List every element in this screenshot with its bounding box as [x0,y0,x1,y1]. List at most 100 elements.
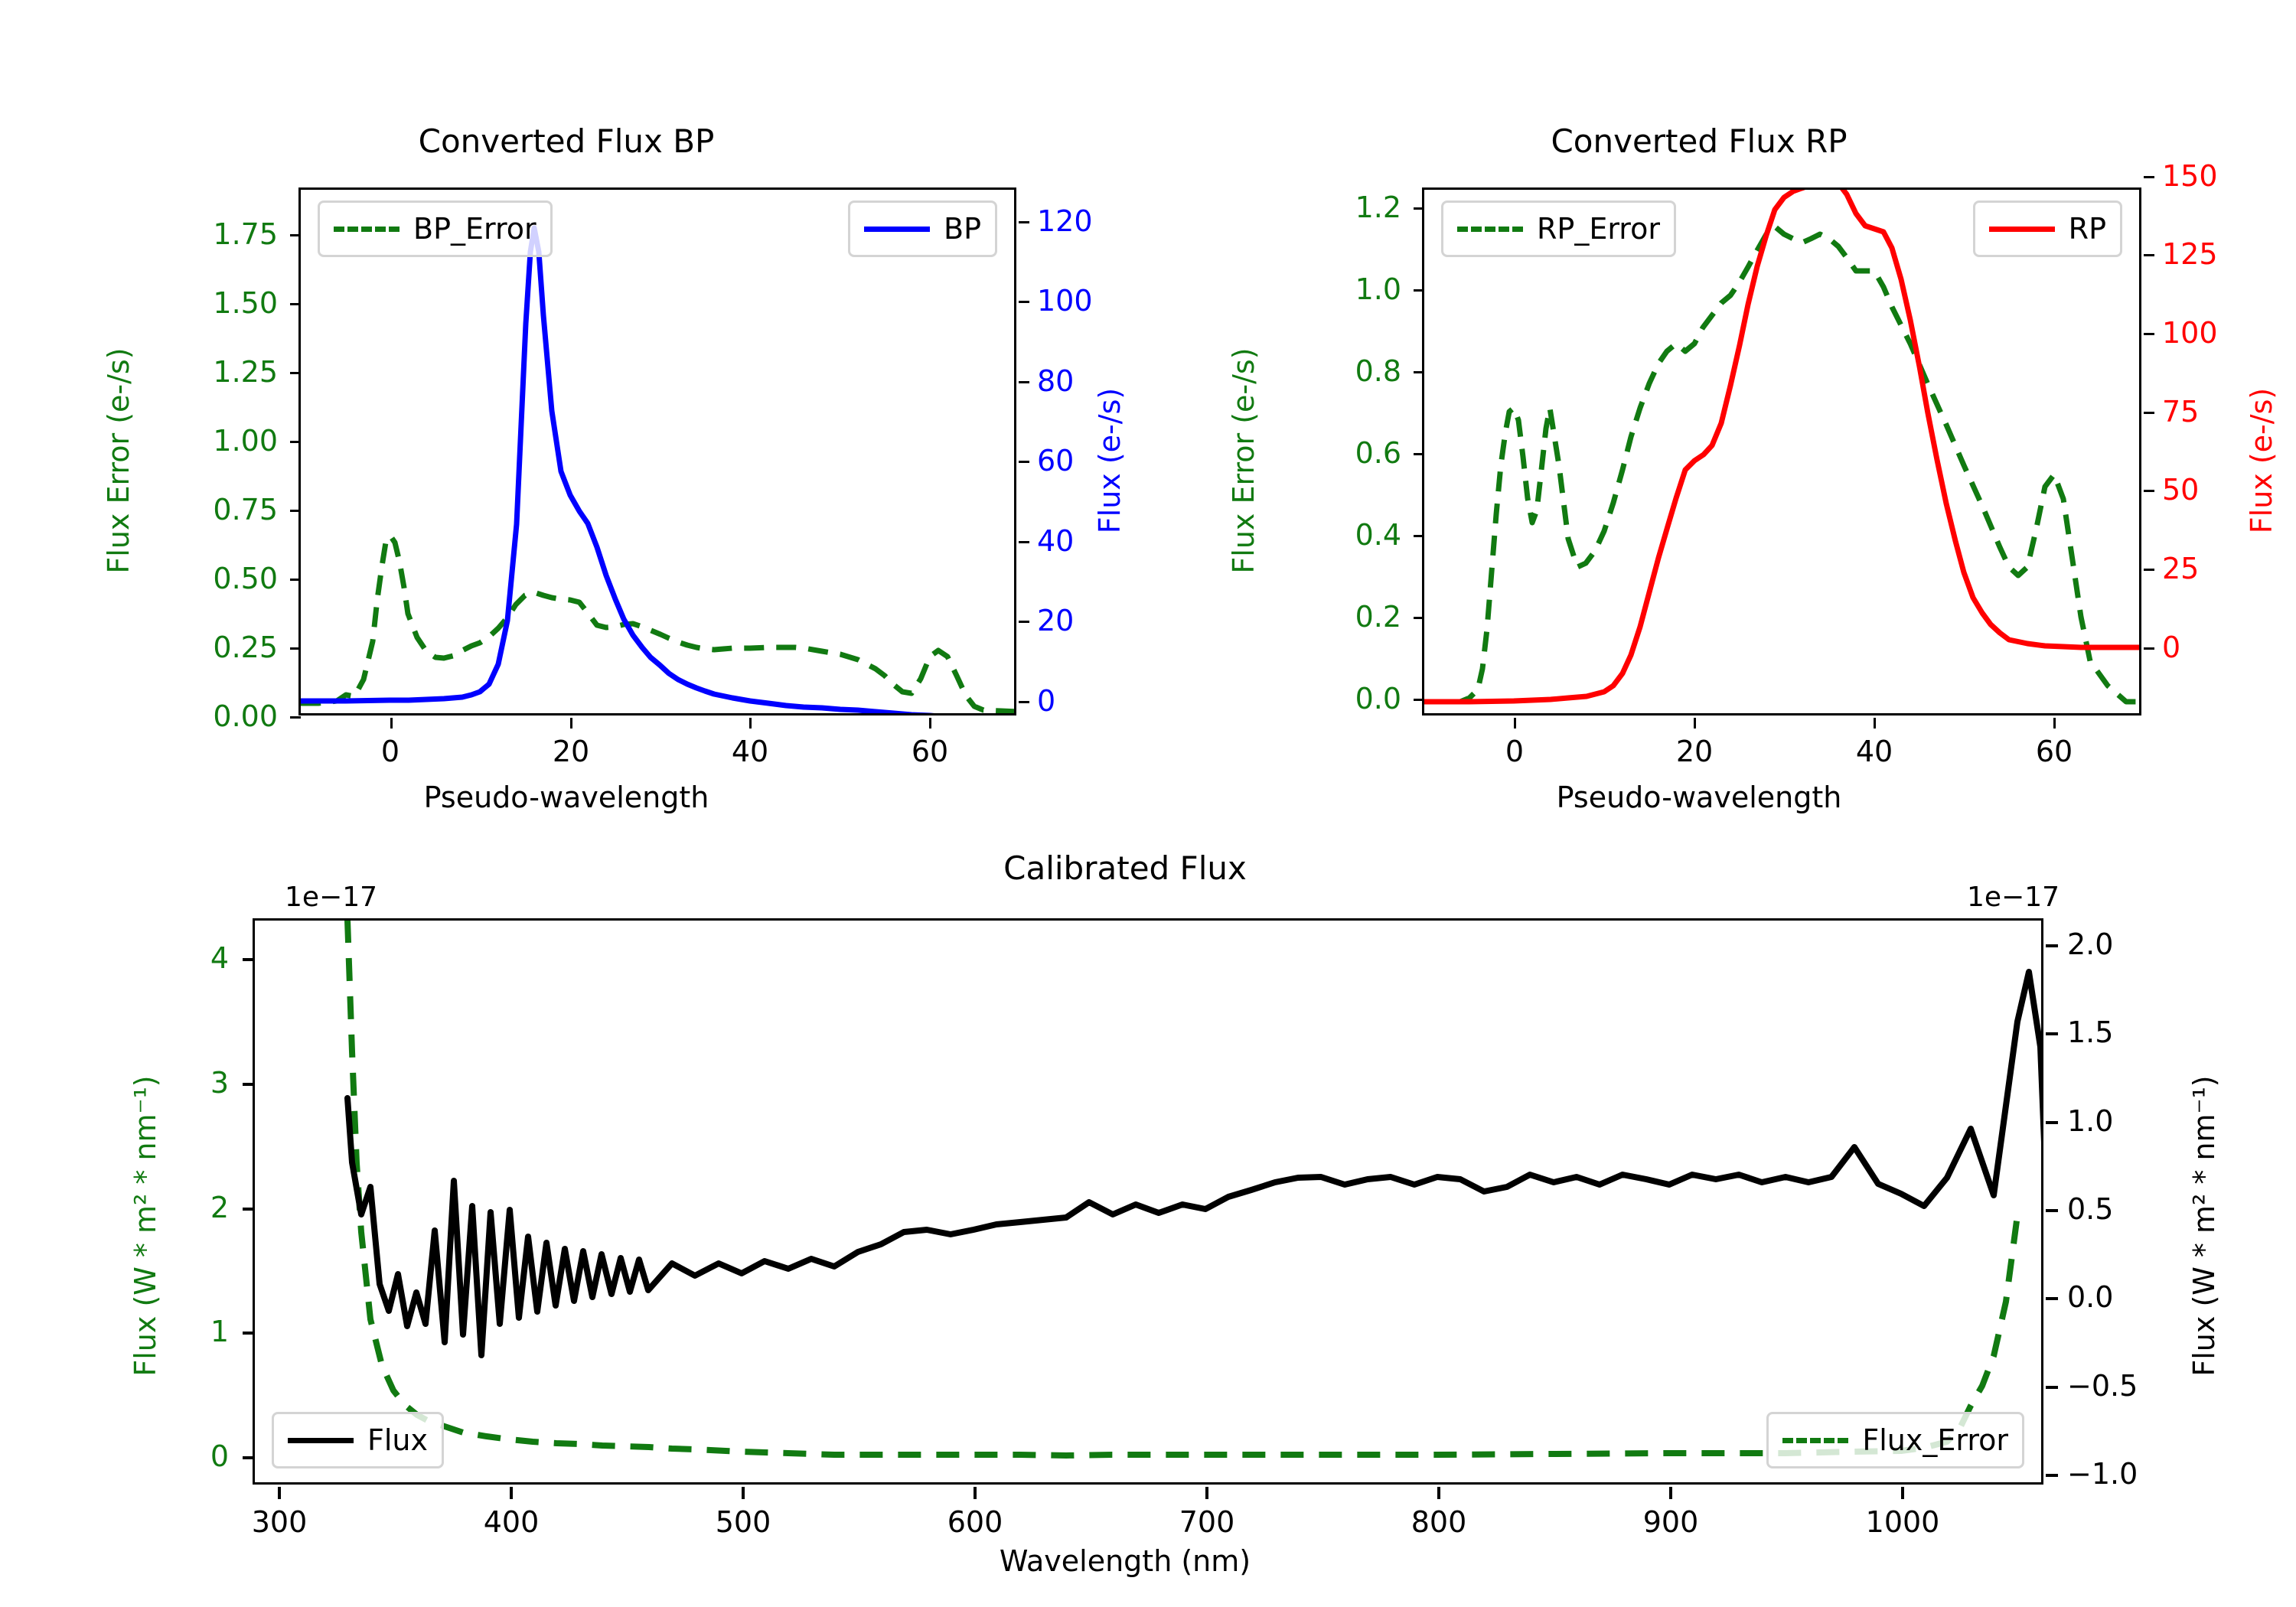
rp-left-tick-label: 0.2 [1355,600,1401,634]
bp-right-tick-label: 120 [1037,204,1093,238]
rp-x-tick [2053,718,2056,729]
bp-right-tick-label: 20 [1037,604,1075,637]
bp-right-axis-label: Flux (e-/s) [1093,387,1127,534]
bp-left-tick [290,579,301,581]
bp-flux-curve [301,225,934,713]
rp-legend[interactable]: RP [1972,200,2122,257]
bp-left-tick [290,372,301,374]
calibrated-x-tick-label: 400 [483,1505,540,1539]
bp-left-tick [290,510,301,512]
calibrated-left-offset-label: 1e−17 [285,882,378,913]
rp-panel-title: Converted Flux RP [1551,122,1848,160]
calibrated-left-tick-label: 3 [210,1066,229,1100]
rp-left-tick [1414,289,1424,292]
rp-x-axis-label: Pseudo-wavelength [1556,781,1842,814]
calibrated-left-tick-label: 1 [210,1315,229,1348]
bp-x-tick-label: 20 [552,735,590,768]
rp-left-tick-label: 1.0 [1355,272,1401,306]
bp-right-tick-label: 0 [1037,684,1056,718]
calibrated-right-tick [2046,944,2058,947]
rp-x-tick-label: 40 [1855,735,1893,768]
panel-calibrated-flux: Calibrated Flux 1e−17 1e−17 Flux (W * m²… [0,811,2296,1607]
rp-right-tick [2144,333,2154,335]
calibrated-x-tick [1437,1487,1440,1499]
calibrated-left-tick-label: 2 [210,1191,229,1224]
calibrated-x-tick-label: 1000 [1865,1505,1940,1539]
rp-x-tick-label: 60 [2035,735,2073,768]
rp-error-curve [1424,223,2139,705]
calibrated-left-tick [243,958,255,961]
calibrated-left-axis-label: Flux (W * m² * nm⁻¹) [129,1075,162,1377]
calibrated-x-tick-label: 300 [251,1505,308,1539]
calibrated-right-tick-label: 2.0 [2067,927,2114,961]
bp-legend[interactable]: BP [848,200,997,257]
calibrated-right-tick [2046,1032,2058,1035]
bp-left-tick-label: 0.75 [213,493,278,526]
panel-converted-flux-rp: Converted Flux RP Flux Error (e-/s) Flux… [1148,0,2296,814]
bp-plot-area: 0.00 0.25 0.50 0.75 1.00 1.25 1.50 1.75 … [213,187,1093,768]
bp-right-tick [1019,221,1029,223]
bp-right-tick-label: 80 [1037,364,1075,398]
bp-left-tick-label: 1.75 [213,217,278,251]
bp-left-tick [290,647,301,650]
rp-left-tick [1414,207,1424,210]
rp-right-tick [2144,490,2154,492]
bp-error-legend[interactable]: BP_Error [318,200,553,257]
bp-x-tick-label: 60 [911,735,949,768]
calibrated-right-tick [2046,1297,2058,1300]
rp-right-tick [2144,569,2154,571]
calibrated-x-tick-label: 900 [1642,1505,1699,1539]
rp-x-tick [1694,718,1696,729]
flux-curve [344,969,2041,1358]
bp-error-curve [301,533,1014,713]
rp-error-legend[interactable]: RP_Error [1441,200,1676,257]
rp-right-tick-label: 100 [2162,316,2218,350]
calibrated-curves [255,921,2041,1482]
bp-x-tick [570,718,572,729]
bp-legend-label: BP [944,212,981,246]
rp-right-tick-label: 75 [2162,395,2200,429]
calibrated-right-tick-label: 0.0 [2067,1280,2114,1314]
rp-left-tick-label: 0.0 [1355,682,1401,715]
rp-left-tick [1414,535,1424,537]
rp-left-tick [1414,453,1424,455]
calibrated-x-tick [1205,1487,1208,1499]
calibrated-right-tick-label: −1.0 [2067,1457,2138,1491]
flux-error-legend[interactable]: Flux_Error [1766,1412,2024,1468]
calibrated-right-tick-label: 1.0 [2067,1104,2114,1138]
bp-x-tick [390,718,393,729]
bp-right-tick-label: 60 [1037,444,1075,478]
rp-x-tick [1514,718,1516,729]
bp-x-tick-label: 40 [731,735,769,768]
rp-curves [1424,190,2139,713]
rp-right-axis-label: Flux (e-/s) [2245,387,2278,534]
bp-left-tick-label: 1.00 [213,424,278,458]
bp-legend-swatch [864,226,931,232]
bp-right-tick [1019,701,1029,703]
rp-legend-swatch [1988,226,2055,232]
calibrated-x-tick-label: 700 [1179,1505,1235,1539]
calibrated-right-tick [2046,1121,2058,1124]
calibrated-right-tick-label: 1.5 [2067,1015,2114,1049]
calibrated-right-tick-label: −0.5 [2067,1369,2138,1403]
bp-right-tick [1019,381,1029,383]
calibrated-left-tick [243,1332,255,1335]
rp-right-tick [2144,412,2154,414]
bp-left-tick [290,716,301,719]
flux-legend-swatch [288,1437,354,1443]
bp-right-tick [1019,461,1029,463]
calibrated-right-offset-label: 1e−17 [1967,882,2060,913]
rp-right-tick [2144,176,2154,178]
bp-left-tick-label: 0.25 [213,631,278,664]
calibrated-left-tick [243,1208,255,1211]
rp-left-tick [1414,617,1424,619]
rp-x-tick [1874,718,1876,729]
calibrated-left-tick-label: 0 [210,1439,229,1473]
rp-left-tick-label: 0.8 [1355,354,1401,388]
flux-legend[interactable]: Flux [272,1412,444,1468]
bp-right-tick-label: 100 [1037,284,1093,318]
bp-left-tick-label: 0.50 [213,562,278,595]
calibrated-right-tick [2046,1209,2058,1212]
flux-legend-label: Flux [367,1423,428,1457]
